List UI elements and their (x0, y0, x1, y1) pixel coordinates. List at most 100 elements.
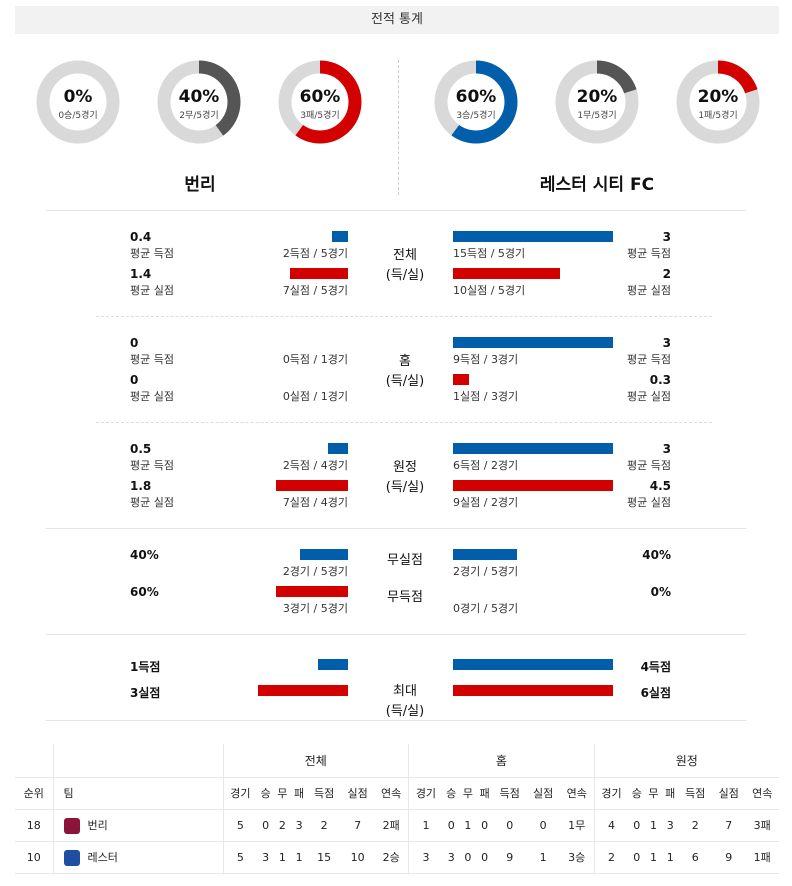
stat-cell: 5 (222, 809, 258, 842)
right-label: 평균 실점 (627, 390, 671, 403)
stat-cell: 0 (442, 809, 460, 842)
section-divider (46, 720, 746, 721)
section-divider (46, 528, 746, 529)
section-label: 전체 (393, 248, 417, 263)
stat-cell: 1 (459, 809, 477, 842)
right-bar (453, 443, 613, 454)
stat-cell: 0 (628, 809, 646, 842)
rank-cell: 10 (15, 841, 53, 874)
stat-cell: 1 (661, 841, 679, 874)
stat-cell: 1 (290, 841, 308, 874)
column-header: 연속 (374, 777, 409, 810)
stat-cell: 2 (593, 841, 629, 874)
column-header: 경기 (222, 777, 258, 810)
left-label: 평균 득점 (130, 459, 174, 472)
stat-cell: 0 (476, 809, 493, 842)
left-value: 0 (130, 336, 139, 350)
right-bar (453, 231, 613, 242)
group-home: 홈 (408, 744, 595, 778)
right-count: 15득점 / 5경기 (453, 247, 526, 260)
right-count: 9득점 / 3경기 (453, 353, 519, 366)
team-crest-icon (63, 849, 80, 866)
column-header: 패 (476, 777, 493, 810)
column-header: 무 (273, 777, 291, 810)
left-value: 1.4 (130, 267, 152, 281)
stat-cell: 7 (711, 809, 746, 842)
team-name[interactable]: 번리 (87, 818, 108, 832)
stat-cell: 3패 (745, 809, 779, 842)
section-sublabel: (득/실) (385, 374, 425, 389)
left-value: 40% (130, 548, 159, 562)
donut-svg (434, 60, 518, 144)
left-count: 3경기 / 5경기 (282, 602, 348, 615)
left-bar (290, 268, 348, 279)
team-divider (398, 60, 399, 195)
left-label: 평균 실점 (130, 390, 174, 403)
donut-svg (278, 60, 362, 144)
left-bar (300, 549, 348, 560)
column-header: 실점 (711, 777, 746, 810)
right-bar (453, 374, 469, 385)
column-header: 득점 (492, 777, 527, 810)
donut-chart: 0% 0승/5경기 (36, 60, 120, 144)
left-count: 2경기 / 5경기 (282, 565, 348, 578)
left-value: 3실점 (130, 686, 161, 700)
stat-cell: 3 (661, 809, 679, 842)
stat-cell: 1패 (745, 841, 779, 874)
right-value: 3 (662, 230, 671, 244)
stat-cell: 5 (222, 841, 258, 874)
donut-svg (157, 60, 241, 144)
right-value: 3 (662, 442, 671, 456)
team-cell: 레스터 (52, 841, 223, 874)
group-away: 원정 (593, 744, 779, 778)
donut-svg (36, 60, 120, 144)
stat-cell: 3 (257, 841, 274, 874)
right-count: 1실점 / 3경기 (453, 390, 519, 403)
column-header: 승 (257, 777, 274, 810)
donut-svg (676, 60, 760, 144)
section-divider (46, 634, 746, 635)
team-header: 팀 (52, 777, 223, 810)
column-header: 무 (645, 777, 662, 810)
right-count: 6득점 / 2경기 (453, 459, 519, 472)
group-total: 전체 (222, 744, 409, 778)
donut-segment (434, 60, 518, 144)
donut-percent: 60% (455, 87, 497, 107)
left-bar (332, 231, 348, 242)
right-count: 9실점 / 2경기 (453, 496, 519, 509)
stat-cell: 2 (307, 809, 341, 842)
stat-cell: 1 (645, 841, 662, 874)
left-value: 1득점 (130, 660, 161, 674)
donut-segment (157, 60, 241, 144)
home-team-name: 번리 (184, 175, 216, 195)
section-divider (46, 210, 746, 211)
left-value: 60% (130, 585, 159, 599)
donut-chart: 40% 2무/5경기 (157, 60, 241, 144)
left-count: 2득점 / 5경기 (282, 247, 348, 260)
right-bar (453, 337, 613, 348)
team-cell: 번리 (52, 809, 223, 842)
left-label: 평균 득점 (130, 353, 174, 366)
team-name[interactable]: 레스터 (87, 850, 118, 864)
table-row[interactable]: 10 레스터 5 3 1 1 15 10 2승 3 3 0 0 9 1 3승 2 0 1 1 6 9 1패 (15, 841, 779, 874)
right-label: 평균 득점 (627, 353, 671, 366)
stat-cell: 1 (645, 809, 662, 842)
right-label: 평균 득점 (627, 247, 671, 260)
stat-cell: 0 (526, 809, 560, 842)
table-row[interactable]: 18 번리 5 0 2 3 2 7 2패 1 0 1 0 0 0 1무 4 0 1 3 2 7 3패 (15, 809, 779, 842)
right-value: 40% (642, 548, 671, 562)
column-header: 실점 (526, 777, 560, 810)
donut-svg (555, 60, 639, 144)
left-bar (328, 443, 348, 454)
column-header: 연속 (559, 777, 595, 810)
left-value: 0 (130, 373, 139, 387)
rank-cell: 18 (15, 809, 53, 842)
row-label: 무득점 (387, 590, 423, 605)
right-label: 평균 실점 (627, 284, 671, 297)
right-value: 4득점 (640, 660, 671, 674)
left-count: 7실점 / 5경기 (282, 284, 348, 297)
stat-cell: 15 (307, 841, 341, 874)
column-header: 실점 (340, 777, 375, 810)
left-bar (318, 659, 348, 670)
donut-chart: 60% 3승/5경기 (434, 60, 518, 144)
